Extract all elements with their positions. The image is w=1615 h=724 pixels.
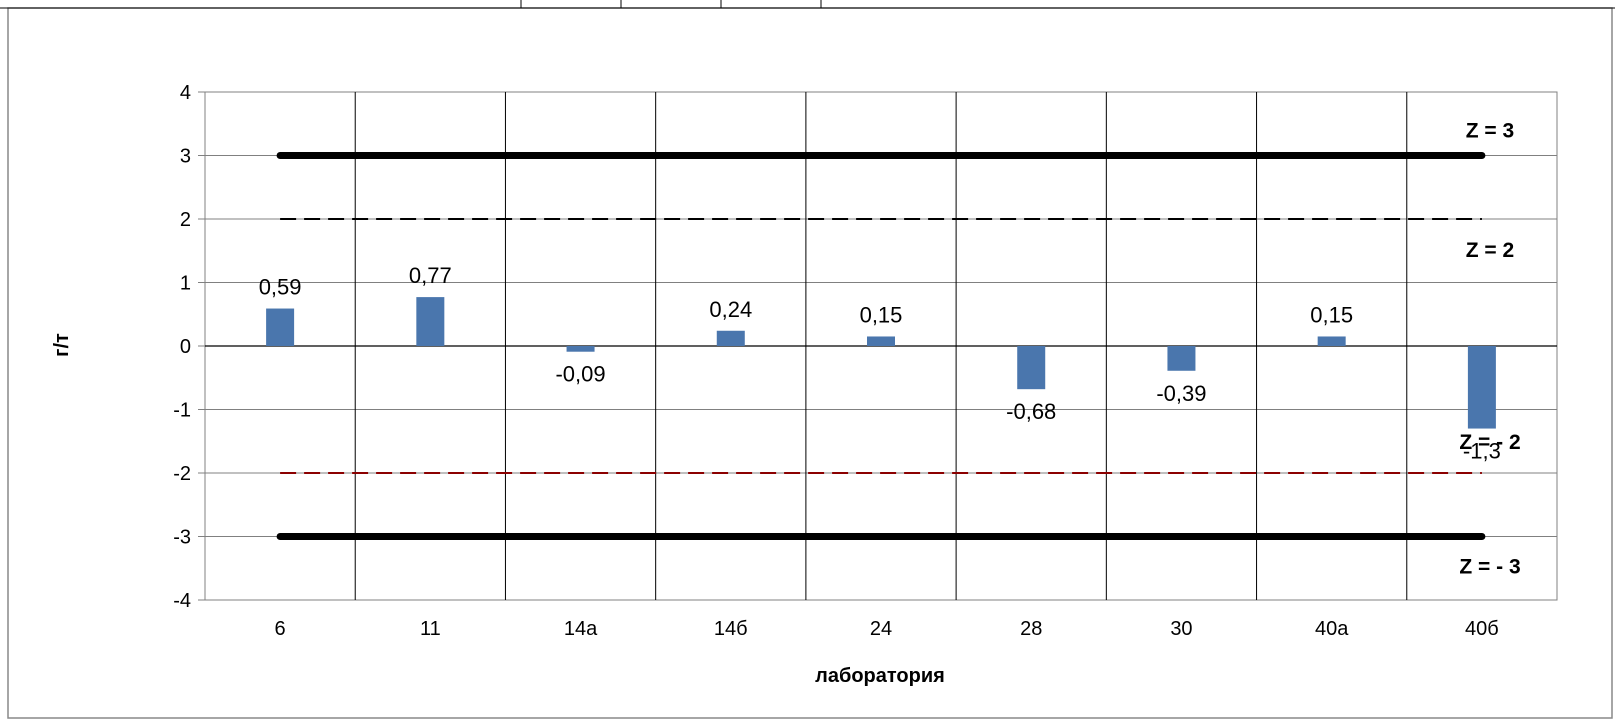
y-tick-label: -1 [173,400,191,422]
reference-line-label: Z = - 3 [1459,556,1520,579]
data-label: -0,09 [555,362,605,387]
reference-line-label: Z = - 2 [1459,431,1520,454]
bar [416,297,445,346]
bar [867,336,895,346]
data-label: 0,59 [259,275,302,300]
y-tick-label: 4 [180,82,191,104]
x-tick-label: 40a [1315,618,1349,640]
data-label: -0,39 [1156,381,1206,406]
x-tick-label: 6 [275,618,286,640]
x-tick-label: 28 [1020,618,1042,640]
data-label: 0,77 [409,263,452,288]
top-clipped-fragment [0,0,1615,9]
y-tick-label: -3 [173,527,191,549]
y-tick-label: 1 [180,273,191,295]
bar [566,346,595,352]
data-label: 0,15 [860,302,903,327]
x-tick-label: 11 [420,618,441,640]
y-tick-label: 3 [180,146,191,168]
plot-layer: 4 3 2 1 0 -1 -2 -3 -4 0,59 0,77 -0,09 0,24 0,15 -0,68 -… [173,82,1558,640]
x-tick-label: 30 [1170,618,1192,640]
data-label: 0,24 [709,297,752,322]
bar [1317,336,1346,346]
bar [1467,346,1496,429]
chart-area-border [7,7,1613,719]
x-axis-title: лаборатория [815,665,945,687]
x-tick-label: 14б [714,618,748,640]
bar [716,330,745,346]
data-label: -0,68 [1006,399,1056,424]
x-tick-label: 40б [1465,618,1499,640]
x-tick-label: 24 [870,618,892,640]
y-tick-label: 2 [180,209,191,231]
y-tick-label: -4 [173,590,191,612]
x-tick-label: 14a [564,618,598,640]
data-label: 0,15 [1310,302,1353,327]
reference-line-label: Z = 2 [1466,239,1514,262]
data-label: -1,3 [1463,439,1501,464]
bar [1017,346,1046,390]
y-tick-label: 0 [180,336,191,358]
y-tick-label: -2 [173,463,191,485]
bar [1167,346,1196,371]
y-axis-title: г/т [51,333,73,357]
bar [266,308,295,346]
reference-line-label: Z = 3 [1466,120,1514,143]
